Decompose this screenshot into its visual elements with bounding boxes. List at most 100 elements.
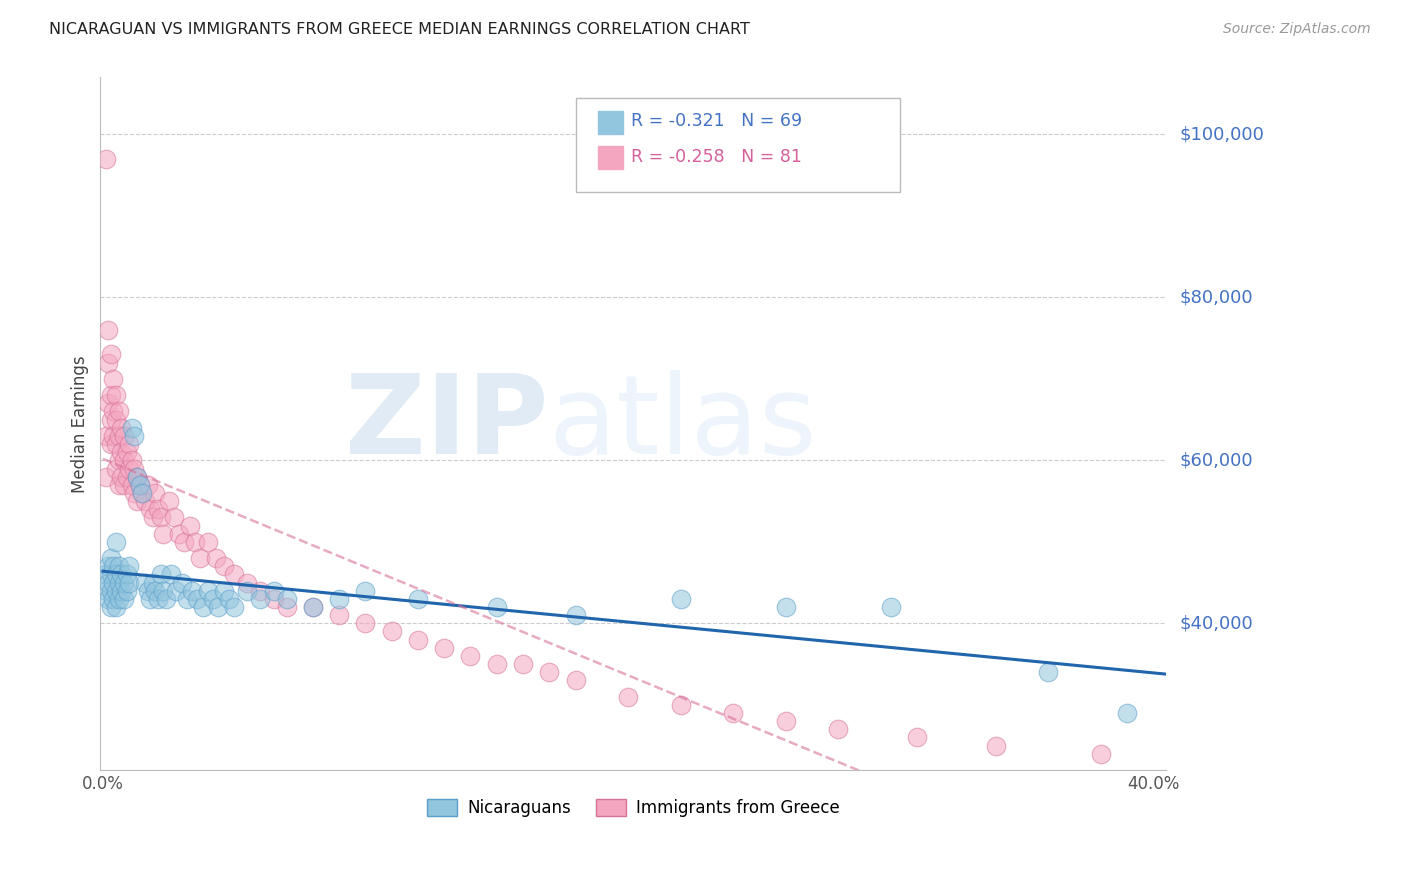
Point	[197, 534, 219, 549]
Point	[103, 591, 125, 606]
Point	[100, 567, 122, 582]
Point	[207, 600, 229, 615]
Point	[163, 510, 186, 524]
Point	[115, 583, 138, 598]
Point	[97, 396, 120, 410]
Point	[538, 665, 561, 680]
Point	[775, 714, 797, 728]
Point	[302, 600, 325, 615]
Point	[107, 453, 129, 467]
Point	[166, 583, 188, 598]
Point	[328, 608, 350, 623]
Point	[191, 600, 214, 615]
Point	[110, 567, 132, 582]
Point	[564, 608, 586, 623]
Point	[145, 583, 167, 598]
Point	[100, 437, 122, 451]
Point	[669, 698, 692, 712]
Point	[105, 388, 128, 402]
Point	[97, 591, 120, 606]
Point	[103, 429, 125, 443]
Point	[184, 534, 207, 549]
Point	[107, 478, 129, 492]
Point	[905, 731, 928, 745]
Point	[181, 583, 204, 598]
Point	[236, 575, 259, 590]
Point	[110, 583, 132, 598]
Point	[100, 583, 122, 598]
Point	[721, 706, 744, 720]
Point	[263, 591, 285, 606]
Point	[485, 657, 508, 671]
Point	[121, 453, 143, 467]
Point	[112, 478, 135, 492]
Text: $60,000: $60,000	[1180, 451, 1253, 469]
Point	[110, 469, 132, 483]
Point	[103, 404, 125, 418]
Point	[406, 632, 429, 647]
Point	[617, 690, 640, 704]
Y-axis label: Median Earnings: Median Earnings	[72, 355, 89, 492]
Point	[827, 723, 849, 737]
Point	[224, 567, 246, 582]
Point	[110, 445, 132, 459]
Text: Source: ZipAtlas.com: Source: ZipAtlas.com	[1223, 22, 1371, 37]
Point	[224, 600, 246, 615]
Point	[170, 575, 193, 590]
Text: R = -0.321   N = 69: R = -0.321 N = 69	[631, 112, 803, 130]
Text: $80,000: $80,000	[1180, 288, 1253, 307]
Point	[105, 534, 128, 549]
Point	[149, 510, 172, 524]
Point	[276, 600, 298, 615]
Point	[118, 437, 141, 451]
Point	[186, 591, 208, 606]
Point	[112, 591, 135, 606]
Point	[218, 591, 240, 606]
Point	[134, 494, 156, 508]
Point	[121, 421, 143, 435]
Point	[94, 469, 117, 483]
Point	[124, 429, 146, 443]
Text: $40,000: $40,000	[1180, 615, 1253, 632]
Point	[94, 567, 117, 582]
Point	[105, 437, 128, 451]
Point	[188, 551, 211, 566]
Point	[94, 429, 117, 443]
Point	[197, 583, 219, 598]
Point	[173, 534, 195, 549]
Point	[328, 591, 350, 606]
Point	[202, 591, 225, 606]
Point	[118, 575, 141, 590]
Legend: Nicaraguans, Immigrants from Greece: Nicaraguans, Immigrants from Greece	[420, 792, 846, 824]
Text: NICARAGUAN VS IMMIGRANTS FROM GREECE MEDIAN EARNINGS CORRELATION CHART: NICARAGUAN VS IMMIGRANTS FROM GREECE MED…	[49, 22, 749, 37]
Point	[105, 461, 128, 475]
Point	[94, 583, 117, 598]
Text: atlas: atlas	[548, 370, 817, 477]
Point	[460, 648, 482, 663]
Point	[984, 739, 1007, 753]
Point	[212, 559, 235, 574]
Point	[136, 583, 159, 598]
Point	[97, 559, 120, 574]
Point	[212, 583, 235, 598]
Point	[142, 510, 165, 524]
Point	[381, 624, 404, 639]
Point	[669, 591, 692, 606]
Point	[118, 461, 141, 475]
Point	[146, 591, 169, 606]
Point	[112, 453, 135, 467]
Point	[127, 469, 149, 483]
Point	[105, 600, 128, 615]
Point	[1036, 665, 1059, 680]
Point	[236, 583, 259, 598]
Text: ZIP: ZIP	[344, 370, 548, 477]
Point	[139, 502, 162, 516]
Point	[406, 591, 429, 606]
Point	[205, 551, 228, 566]
Point	[127, 469, 149, 483]
Point	[100, 551, 122, 566]
Point	[128, 478, 150, 492]
Point	[276, 591, 298, 606]
Point	[152, 526, 174, 541]
Point	[121, 478, 143, 492]
